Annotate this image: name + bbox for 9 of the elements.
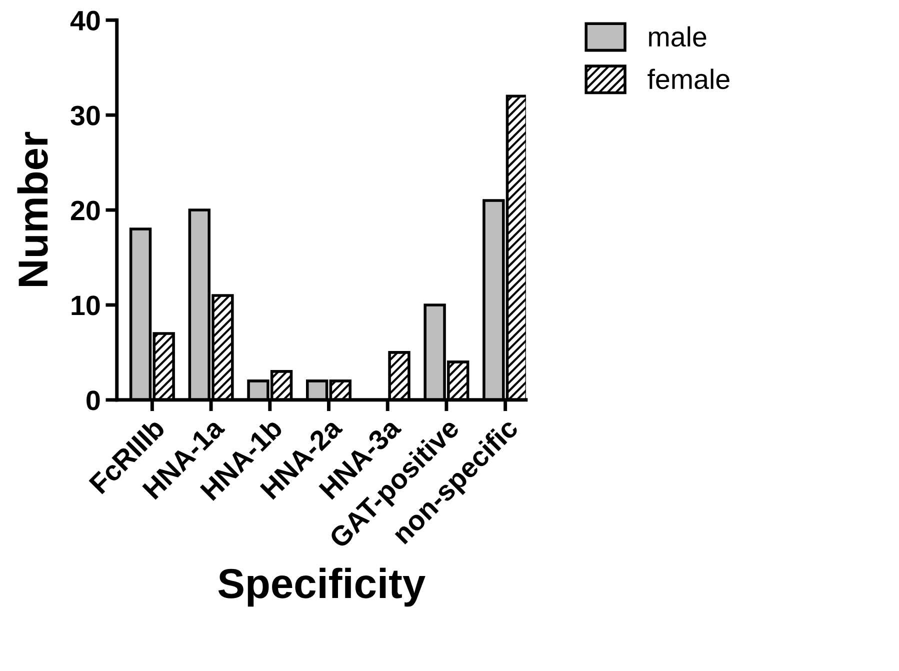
- y-tick-label: 0: [86, 390, 100, 410]
- y-axis-title: Number: [17, 132, 48, 286]
- y-tick-label: 30: [70, 106, 100, 126]
- legend-label: male: [649, 26, 706, 47]
- y-tick-label: 20: [70, 200, 100, 220]
- x-axis-title: Specificity: [218, 568, 426, 607]
- legend-label: female: [648, 68, 730, 90]
- y-tick-label: 10: [72, 296, 100, 316]
- y-tick-label: 40: [70, 10, 100, 30]
